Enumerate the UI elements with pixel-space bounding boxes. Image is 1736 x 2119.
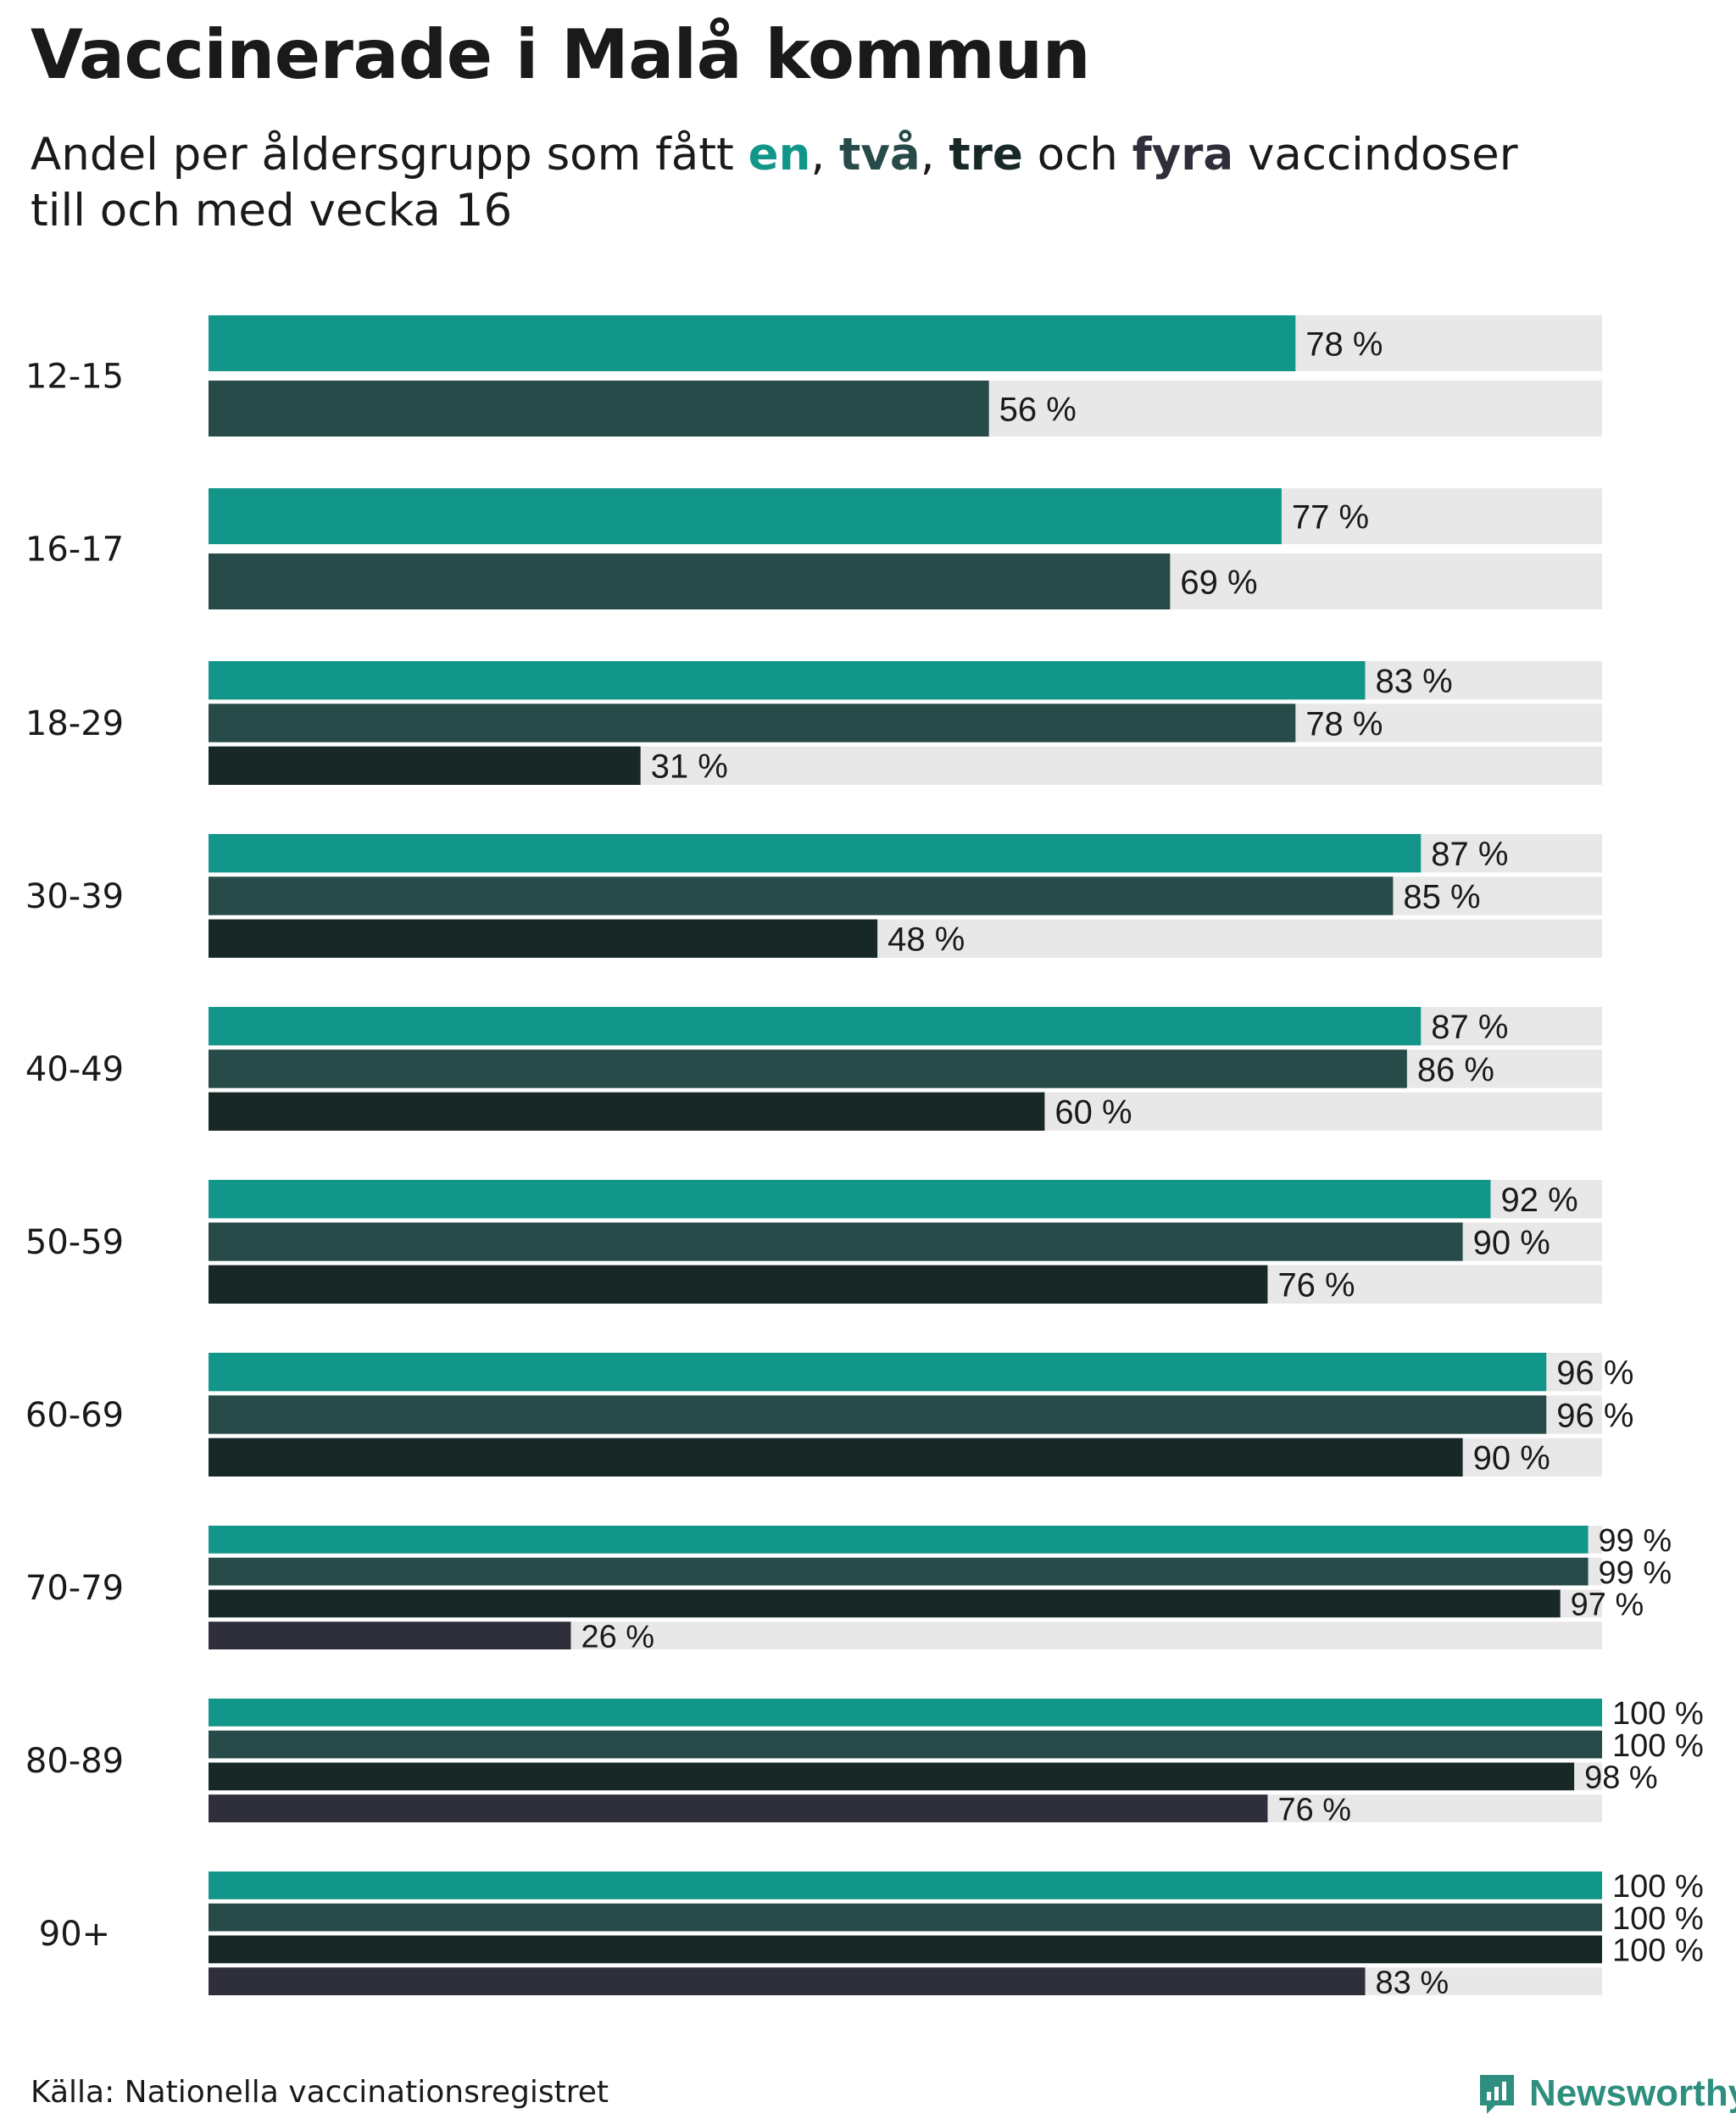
value-label: 56 % [999, 391, 1077, 428]
value-label: 99 % [1599, 1523, 1672, 1559]
bar-tre [209, 746, 641, 785]
value-label: 85 % [1403, 878, 1480, 915]
bar-tre [209, 1438, 1463, 1477]
value-label: 83 % [1376, 663, 1453, 700]
chart-title: Vaccinerade i Malå kommun [31, 15, 1091, 94]
value-label: 100 % [1612, 1901, 1704, 1937]
value-label: 96 % [1556, 1397, 1633, 1434]
bar-tre [209, 1589, 1561, 1618]
value-label: 97 % [1571, 1588, 1644, 1623]
category-label: 18-29 [25, 704, 124, 743]
value-label: 83 % [1376, 1965, 1449, 2000]
bar-två [209, 1557, 1589, 1586]
logo-icon [1480, 2075, 1514, 2114]
value-label: 48 % [887, 921, 965, 959]
bar-två [209, 1730, 1602, 1759]
value-label: 99 % [1599, 1555, 1672, 1591]
bar-en [209, 1007, 1422, 1046]
value-label: 77 % [1292, 498, 1369, 536]
value-label: 76 % [1277, 1267, 1355, 1304]
bar-en [209, 834, 1422, 873]
bar-tre [209, 1265, 1268, 1304]
value-label: 76 % [1277, 1792, 1351, 1827]
category-label: 40-49 [25, 1050, 124, 1089]
value-label: 92 % [1500, 1182, 1577, 1219]
subtitle-sep1: , [810, 129, 840, 181]
bar-en [209, 1699, 1602, 1727]
bar-tre [209, 919, 878, 958]
value-label: 98 % [1584, 1760, 1658, 1796]
bar-en [209, 1180, 1491, 1219]
age-group-30-39: 30-39 87 % 85 % 48 % [25, 834, 1602, 959]
value-label: 96 % [1556, 1354, 1633, 1392]
bar-tre [209, 1935, 1602, 1964]
age-group-12-15: 12-15 78 % 56 % [25, 315, 1602, 437]
bar-en [209, 661, 1366, 700]
subtitle-dose-one: en [748, 129, 811, 181]
subtitle-sep2: , [920, 129, 949, 181]
category-label: 60-69 [25, 1396, 124, 1435]
value-label: 31 % [651, 748, 728, 786]
category-label: 30-39 [25, 877, 124, 916]
category-label: 12-15 [25, 358, 124, 397]
value-label: 100 % [1612, 1869, 1704, 1905]
value-label: 60 % [1054, 1094, 1132, 1132]
chart-subtitle: Andel per åldersgrupp som fått en, två, … [31, 127, 1556, 239]
value-label: 26 % [581, 1619, 654, 1655]
bar-fyra [209, 1621, 571, 1649]
subtitle-dose-three: tre [949, 129, 1023, 181]
value-label: 87 % [1431, 836, 1508, 873]
value-label: 69 % [1180, 564, 1257, 601]
value-label: 87 % [1431, 1009, 1508, 1046]
bar-två [209, 1049, 1407, 1088]
age-group-90+: 90+100 %100 %100 %83 % [39, 1869, 1704, 2000]
bar-två [209, 876, 1394, 915]
value-label: 100 % [1612, 1728, 1704, 1764]
subtitle-suffix: vaccindoser [1233, 129, 1518, 181]
bar-två [209, 1903, 1602, 1932]
value-label: 90 % [1473, 1440, 1550, 1477]
category-label: 16-17 [25, 531, 124, 570]
value-label: 78 % [1305, 325, 1383, 363]
bar-två [209, 381, 989, 437]
bar-två [209, 704, 1296, 742]
bar-en [209, 315, 1296, 371]
age-group-18-29: 18-29 83 % 78 % 31 % [25, 661, 1602, 786]
bar-två [209, 1222, 1463, 1261]
bar-två [209, 1395, 1547, 1434]
category-label: 50-59 [25, 1223, 124, 1262]
age-group-40-49: 40-49 87 % 86 % 60 % [25, 1007, 1602, 1132]
subtitle-line2: till och med vecka 16 [31, 185, 513, 236]
subtitle-prefix: Andel per åldersgrupp som fått [31, 129, 748, 181]
bar-en [209, 1526, 1589, 1554]
bar-en [209, 488, 1282, 544]
bar-fyra [209, 1967, 1366, 1995]
newsworthy-logo: Newsworthy [1477, 2068, 1736, 2119]
subtitle-and: och [1022, 129, 1132, 181]
value-label: 100 % [1612, 1933, 1704, 1969]
bar-två [209, 553, 1171, 609]
bar-tre [209, 1092, 1045, 1131]
value-label: 78 % [1305, 705, 1383, 742]
age-group-50-59: 50-59 92 % 90 % 76 % [25, 1180, 1602, 1304]
category-label: 90+ [39, 1915, 110, 1954]
category-label: 80-89 [25, 1742, 124, 1781]
source-note: Källa: Nationella vaccinationsregistret [31, 2075, 609, 2110]
subtitle-dose-four: fyra [1132, 129, 1234, 181]
value-label: 100 % [1612, 1696, 1704, 1732]
bar-tre [209, 1762, 1575, 1791]
category-label: 70-79 [25, 1569, 124, 1608]
bar-en [209, 1353, 1547, 1392]
age-group-16-17: 16-17 77 % 69 % [25, 488, 1602, 609]
value-label: 86 % [1417, 1051, 1494, 1088]
logo-text: Newsworthy [1529, 2072, 1736, 2114]
value-label: 90 % [1473, 1224, 1550, 1261]
bar-fyra [209, 1794, 1268, 1822]
subtitle-dose-two: två [839, 129, 921, 181]
bar-en [209, 1872, 1602, 1899]
